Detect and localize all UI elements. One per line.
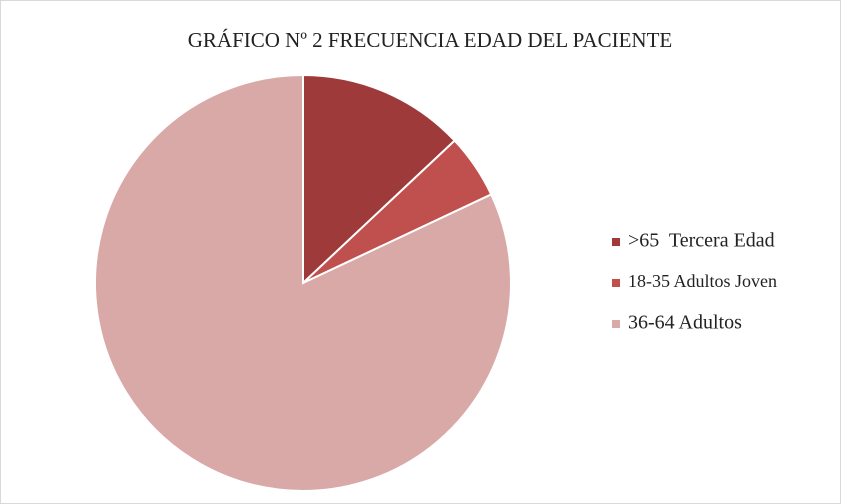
pie-slice [302,73,457,286]
pie-slice [94,73,512,492]
legend-label: 36-64 Adultos [628,312,742,334]
chart-title: GRÁFICO Nº 2 FRECUENCIA EDAD DEL PACIENT… [188,28,672,52]
legend-label: 18-35 Adultos Joven [628,271,777,291]
legend-swatch [612,279,620,287]
legend-swatch [612,238,620,246]
legend-swatch [612,320,620,328]
legend-label: >65 Tercera Edad [628,230,775,252]
